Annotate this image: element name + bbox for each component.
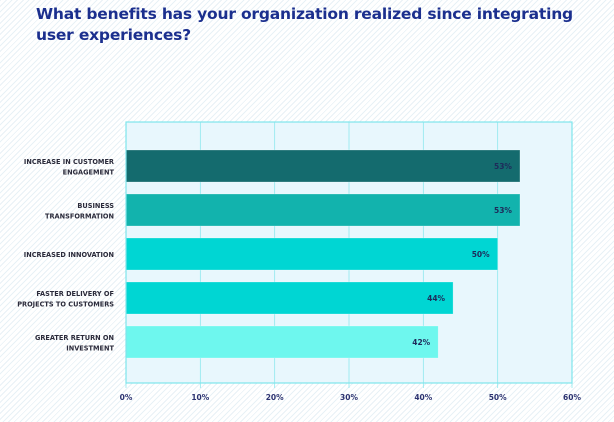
bar [125,281,454,315]
x-tick-label: 50% [489,393,507,402]
category-label: GREATER RETURN ON [35,333,114,342]
category-label: FASTER DELIVERY OF [36,289,114,298]
x-tick-label: 0% [120,393,133,402]
bar [125,149,521,183]
category-label: INVESTMENT [66,343,114,352]
bar [125,237,498,271]
bar [125,325,439,359]
x-tick-label: 20% [266,393,284,402]
x-tick-label: 40% [414,393,432,402]
x-tick-label: 30% [340,393,358,402]
category-label: BUSINESS [77,201,114,210]
category-label: ENGAGEMENT [63,167,115,176]
category-label: TRANSFORMATION [45,211,114,220]
bar-value-label: 42% [412,338,430,347]
bar-value-label: 53% [494,162,512,171]
category-label: INCREASED INNOVATION [24,250,114,259]
chart-title: What benefits has your organization real… [36,5,573,44]
plot-frame [125,121,573,384]
x-tick-label: 10% [191,393,209,402]
bar-value-label: 53% [494,206,512,215]
bar [125,193,521,227]
category-label: PROJECTS TO CUSTOMERS [17,299,114,308]
bar-value-label: 50% [472,250,490,259]
bar-value-label: 44% [427,294,445,303]
x-tick-label: 60% [563,393,581,402]
category-label: INCREASE IN CUSTOMER [24,157,114,166]
